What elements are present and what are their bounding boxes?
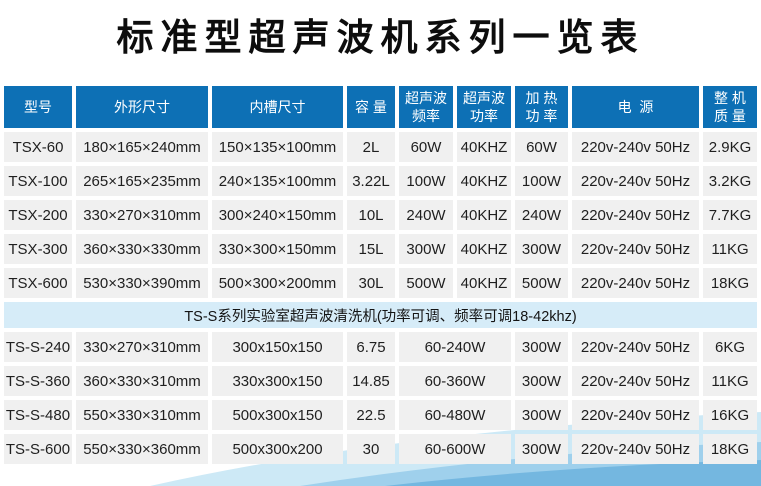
cell-capacity: 30L: [347, 268, 395, 298]
cell-model: TSX-100: [4, 166, 72, 196]
cell-outer-size: 265×165×235mm: [76, 166, 208, 196]
col-header-model: 型号: [4, 86, 72, 128]
cell-power-supply: 220v-240v 50Hz: [572, 268, 699, 298]
cell-power: 40KHZ: [457, 200, 511, 230]
cell-capacity: 22.5: [347, 400, 395, 430]
cell-power-supply: 220v-240v 50Hz: [572, 332, 699, 362]
cell-power-supply: 220v-240v 50Hz: [572, 166, 699, 196]
cell-frequency: 500W: [399, 268, 453, 298]
cell-heating-power: 300W: [515, 332, 568, 362]
cell-outer-size: 360×330×330mm: [76, 234, 208, 264]
cell-model: TS-S-600: [4, 434, 72, 464]
cell-inner-size: 500×300×200mm: [212, 268, 343, 298]
cell-inner-size: 500x300x150: [212, 400, 343, 430]
cell-model: TS-S-240: [4, 332, 72, 362]
spec-table: 型号 外形尺寸 内槽尺寸 容 量 超声波 频率 超声波 功率 加 热 功 率 电…: [4, 86, 757, 464]
cell-outer-size: 550×330×310mm: [76, 400, 208, 430]
col-header-outer-size: 外形尺寸: [76, 86, 208, 128]
cell-power-supply: 220v-240v 50Hz: [572, 200, 699, 230]
cell-model: TSX-300: [4, 234, 72, 264]
cell-capacity: 2L: [347, 132, 395, 162]
cell-heating-power: 300W: [515, 234, 568, 264]
cell-inner-size: 330x300x150: [212, 366, 343, 396]
cell-frequency-power-range: 60-360W: [399, 366, 511, 396]
cell-model: TS-S-480: [4, 400, 72, 430]
col-header-inner-size: 内槽尺寸: [212, 86, 343, 128]
cell-model: TSX-60: [4, 132, 72, 162]
cell-weight: 2.9KG: [703, 132, 757, 162]
cell-model: TS-S-360: [4, 366, 72, 396]
cell-capacity: 3.22L: [347, 166, 395, 196]
col-header-weight: 整 机 质 量: [703, 86, 757, 128]
cell-weight: 6KG: [703, 332, 757, 362]
cell-inner-size: 300×240×150mm: [212, 200, 343, 230]
cell-outer-size: 530×330×390mm: [76, 268, 208, 298]
cell-inner-size: 300x150x150: [212, 332, 343, 362]
cell-power: 40KHZ: [457, 166, 511, 196]
cell-inner-size: 150×135×100mm: [212, 132, 343, 162]
cell-frequency: 100W: [399, 166, 453, 196]
cell-inner-size: 330×300×150mm: [212, 234, 343, 264]
cell-frequency-power-range: 60-480W: [399, 400, 511, 430]
cell-model: TSX-200: [4, 200, 72, 230]
cell-outer-size: 180×165×240mm: [76, 132, 208, 162]
cell-power: 40KHZ: [457, 234, 511, 264]
cell-capacity: 30: [347, 434, 395, 464]
cell-power: 40KHZ: [457, 132, 511, 162]
cell-power-supply: 220v-240v 50Hz: [572, 234, 699, 264]
cell-power: 40KHZ: [457, 268, 511, 298]
cell-outer-size: 330×270×310mm: [76, 332, 208, 362]
cell-frequency: 300W: [399, 234, 453, 264]
col-header-ultrasonic-frequency: 超声波 频率: [399, 86, 453, 128]
cell-weight: 16KG: [703, 400, 757, 430]
cell-capacity: 14.85: [347, 366, 395, 396]
cell-weight: 11KG: [703, 366, 757, 396]
cell-weight: 18KG: [703, 434, 757, 464]
cell-capacity: 10L: [347, 200, 395, 230]
cell-capacity: 15L: [347, 234, 395, 264]
cell-heating-power: 300W: [515, 366, 568, 396]
col-header-power-supply: 电 源: [572, 86, 699, 128]
cell-heating-power: 300W: [515, 434, 568, 464]
cell-frequency: 60W: [399, 132, 453, 162]
cell-capacity: 6.75: [347, 332, 395, 362]
page-title: 标准型超声波机系列一览表: [116, 15, 645, 59]
cell-model: TSX-600: [4, 268, 72, 298]
cell-outer-size: 330×270×310mm: [76, 200, 208, 230]
col-header-ultrasonic-power: 超声波 功率: [457, 86, 511, 128]
cell-heating-power: 500W: [515, 268, 568, 298]
cell-frequency: 240W: [399, 200, 453, 230]
cell-outer-size: 360×330×310mm: [76, 366, 208, 396]
cell-inner-size: 500x300x200: [212, 434, 343, 464]
cell-power-supply: 220v-240v 50Hz: [572, 434, 699, 464]
col-header-heating-power: 加 热 功 率: [515, 86, 568, 128]
cell-heating-power: 240W: [515, 200, 568, 230]
col-header-capacity: 容 量: [347, 86, 395, 128]
cell-frequency-power-range: 60-600W: [399, 434, 511, 464]
cell-heating-power: 300W: [515, 400, 568, 430]
cell-weight: 7.7KG: [703, 200, 757, 230]
cell-outer-size: 550×330×360mm: [76, 434, 208, 464]
cell-weight: 11KG: [703, 234, 757, 264]
cell-frequency-power-range: 60-240W: [399, 332, 511, 362]
cell-weight: 18KG: [703, 268, 757, 298]
cell-power-supply: 220v-240v 50Hz: [572, 400, 699, 430]
cell-heating-power: 100W: [515, 166, 568, 196]
cell-inner-size: 240×135×100mm: [212, 166, 343, 196]
cell-heating-power: 60W: [515, 132, 568, 162]
cell-power-supply: 220v-240v 50Hz: [572, 366, 699, 396]
cell-power-supply: 220v-240v 50Hz: [572, 132, 699, 162]
cell-weight: 3.2KG: [703, 166, 757, 196]
section-header-ts-s-series: TS-S系列实验室超声波清洗机(功率可调、频率可调18-42khz): [4, 302, 757, 328]
